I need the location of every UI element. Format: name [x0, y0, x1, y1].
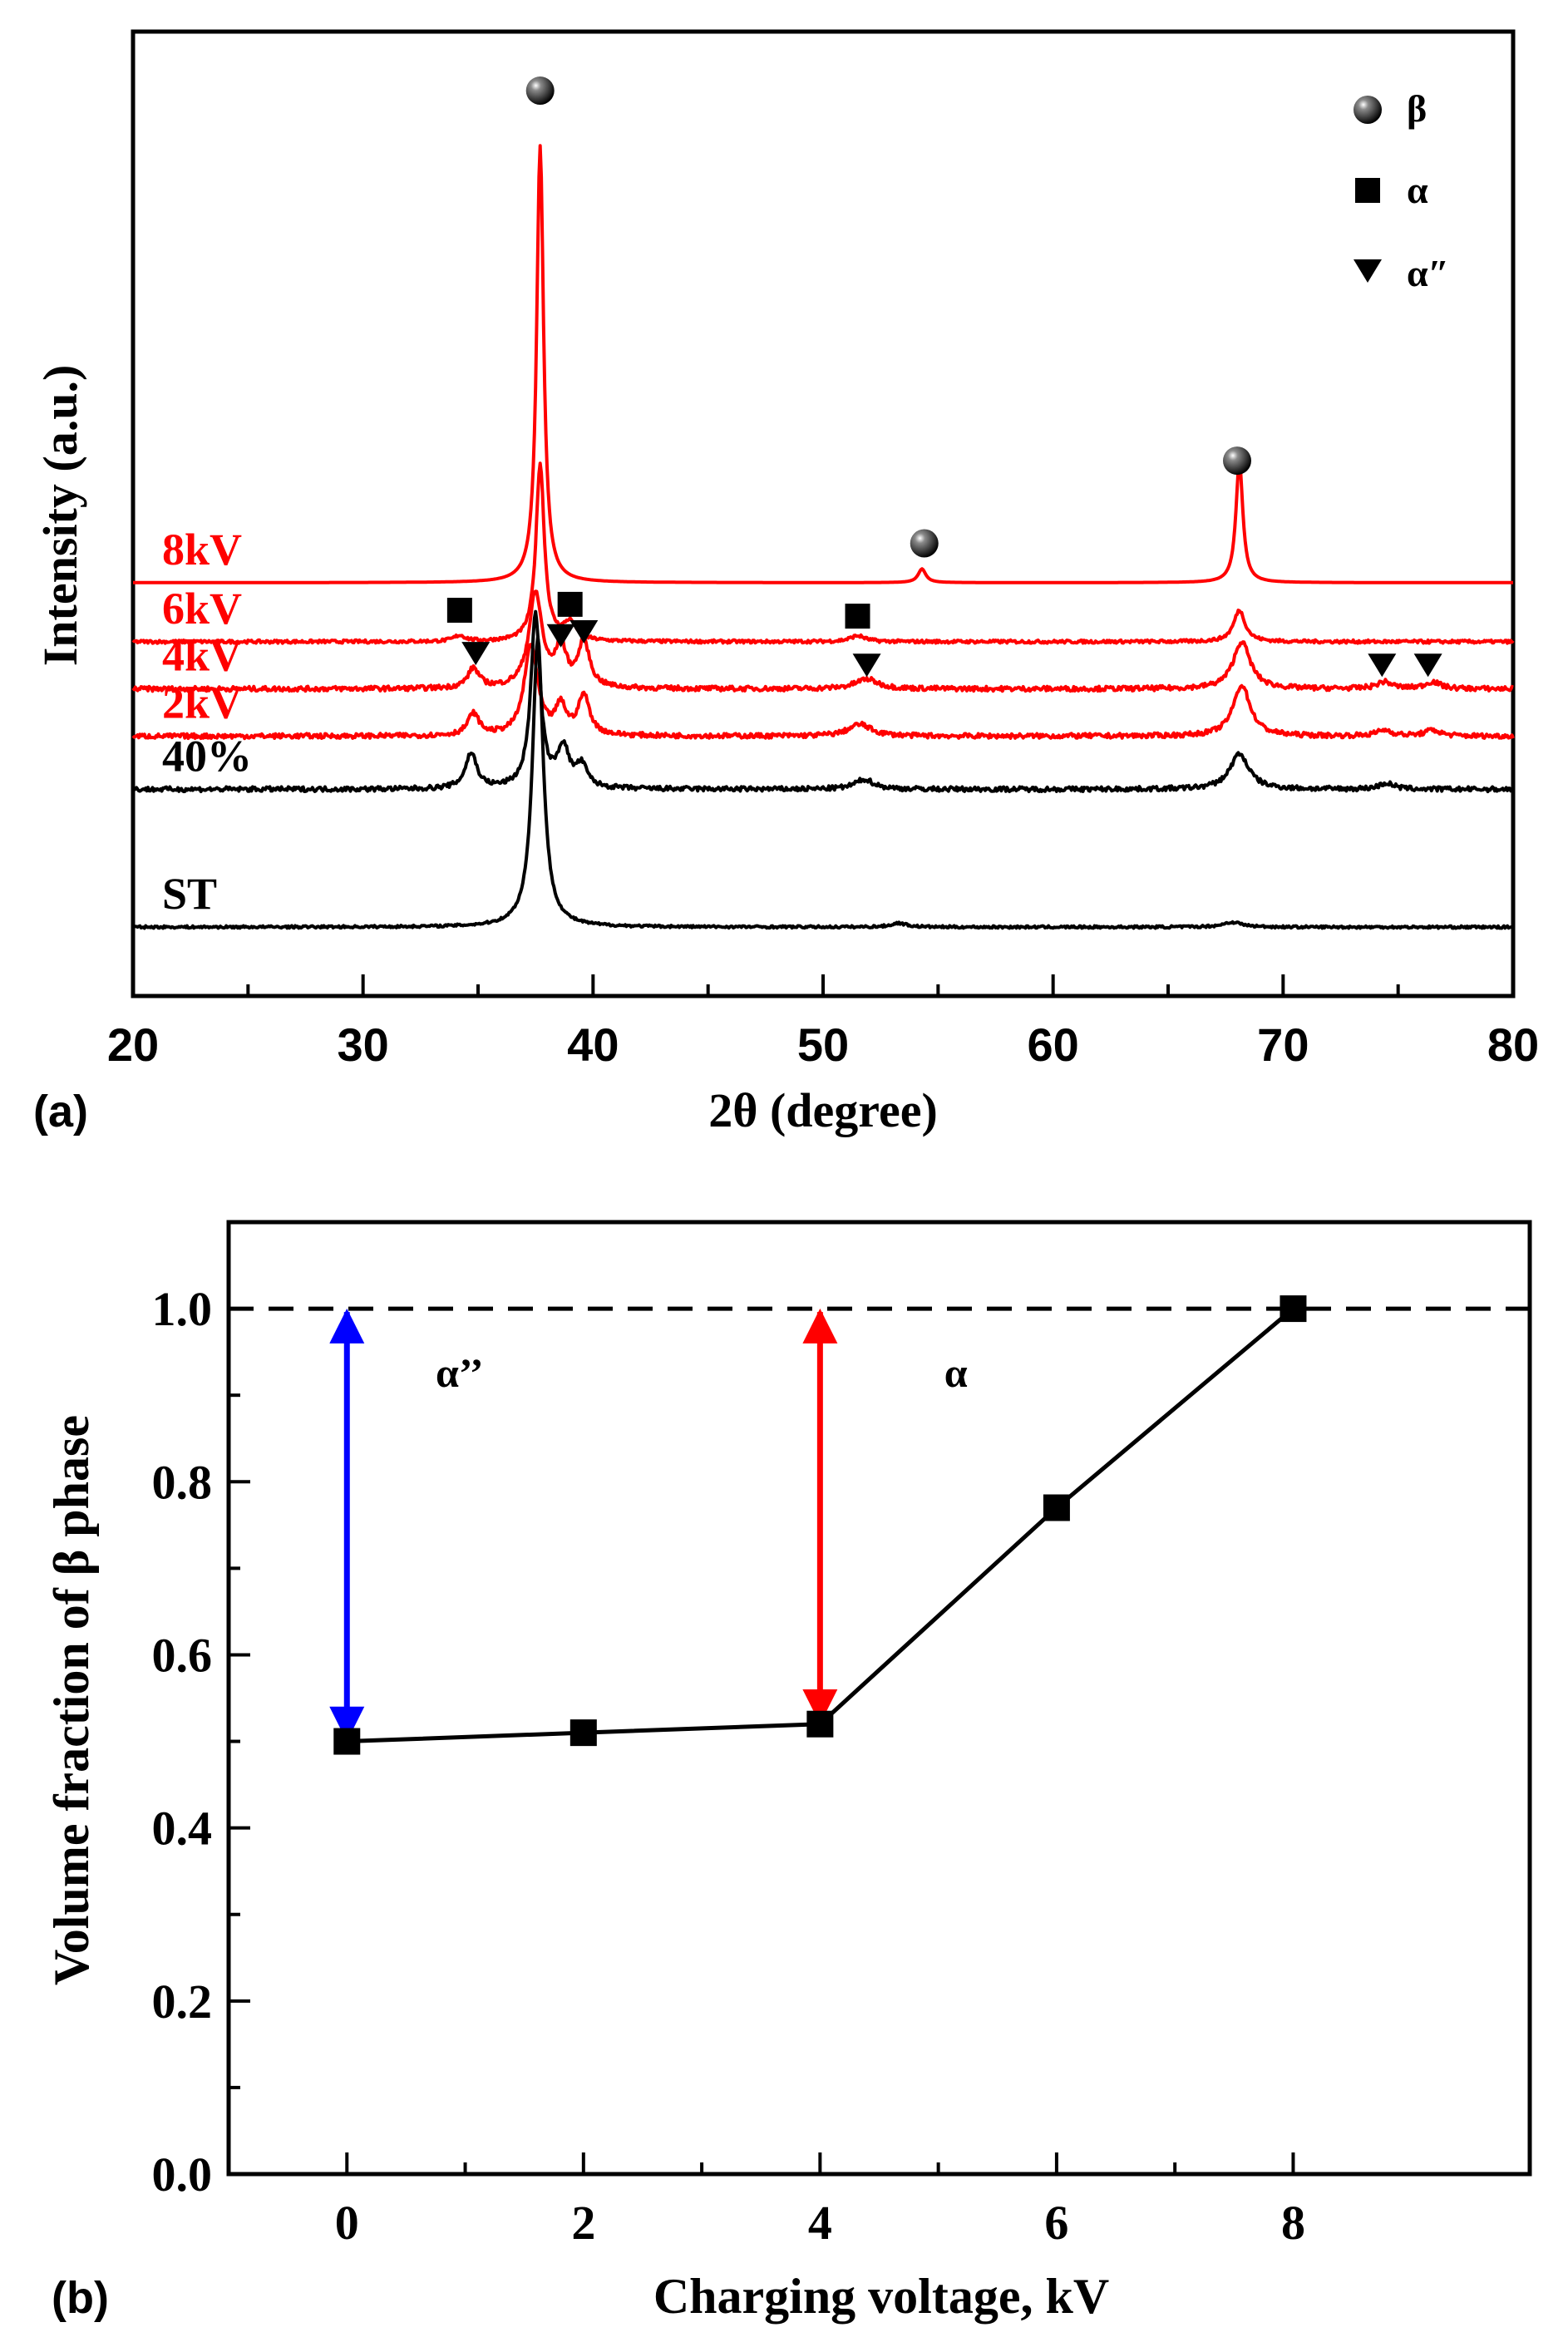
panel-b-data-point-8kv [1280, 1295, 1307, 1323]
xrd-series-2kv [131, 643, 1515, 741]
peak-marker-4kv-triangle-3 [852, 653, 881, 678]
panel-b-plot-frame [226, 1220, 1532, 2177]
panel-a-x-axis-label: 2θ (degree) [708, 1083, 938, 1137]
series-label-st: ST [162, 869, 217, 919]
panel-b-x-tick-label-4: 4 [808, 2196, 832, 2250]
panel-b-y-axis-label: Volume fraction of β phase [44, 1415, 99, 1985]
panel-a-x-tick-label-30: 30 [338, 1018, 389, 1071]
panel-a-x-tick-label-40: 40 [567, 1018, 619, 1071]
panel-a-x-tick-labels: 20 30 40 50 60 70 80 [107, 1018, 1539, 1071]
panel-a-x-ticks [131, 974, 1515, 996]
panel-a-x-tick-label-70: 70 [1257, 1018, 1309, 1071]
series-label-40: 40% [162, 731, 252, 781]
panel-a-plot-frame [131, 29, 1516, 998]
panel-a-y-axis-label: Intensity (a.u.) [33, 365, 87, 667]
panel-b-alpha-annotation: α [944, 1349, 968, 1396]
panel-a-legend: β α α″ [1354, 87, 1449, 294]
legend-alpha-double-prime-triangle-icon [1354, 259, 1382, 283]
panel-b-ticks [229, 1307, 1295, 2176]
series-label-8kv: 8kV [162, 525, 242, 574]
panel-a-x-tick-label-60: 60 [1028, 1018, 1079, 1071]
panel-a-peak-markers [446, 76, 1442, 678]
peak-marker-8kv-circle-2 [1223, 446, 1251, 476]
peak-marker-8kv-circle-0 [525, 76, 555, 106]
series-label-6kv: 6kV [162, 584, 242, 634]
panel-b-x-tick-label-0: 0 [335, 2196, 359, 2250]
peak-marker-4kv-triangle-2 [570, 620, 599, 644]
legend-beta-label: β [1407, 87, 1427, 130]
panel-b-y-tick-label-0-4: 0.4 [152, 1802, 213, 1856]
panel-a-x-tick-label-80: 80 [1487, 1018, 1539, 1071]
legend-alpha-label: α [1407, 169, 1428, 211]
panel-a-x-tick-label-20: 20 [107, 1018, 159, 1071]
panel-b-x-tick-label-8: 8 [1281, 2196, 1305, 2250]
panel-b-data-point-2kv [570, 1719, 597, 1747]
panel-b-y-tick-label-1-0: 1.0 [152, 1282, 213, 1336]
panel-b-data-point-6kv [1043, 1494, 1070, 1521]
xrd-series-st [132, 635, 1514, 930]
panel-a-x-tick-label-50: 50 [797, 1018, 849, 1071]
xrd-series-6kv [131, 461, 1515, 645]
panel-b-x-tick-label-2: 2 [571, 2196, 595, 2250]
legend-beta-circle-icon [1354, 96, 1382, 124]
series-label-2kv: 2kV [162, 678, 242, 728]
panel-b-x-axis-label: Charging voltage, kV [653, 2269, 1109, 2324]
panel-b-data-points [333, 1295, 1307, 1755]
legend-alpha-square-icon [1355, 178, 1380, 203]
panel-b-data-point-0kv [333, 1728, 361, 1755]
legend-alpha-double-prime-label: α″ [1407, 252, 1449, 294]
peak-marker-4kv-triangle-4 [1368, 653, 1397, 678]
xrd-series-8kv [132, 144, 1514, 584]
panel-b-y-tick-label-0-2: 0.2 [152, 1975, 213, 2029]
peak-marker-4kv-triangle-5 [1413, 653, 1442, 678]
series-label-4kv: 4kV [162, 631, 242, 681]
xrd-series-4kv [131, 589, 1514, 693]
panel-b-y-tick-labels: 0.0 0.2 0.4 0.6 0.8 1.0 [152, 1282, 213, 2202]
panel-b-x-tick-labels: 0 2 4 6 8 [335, 2196, 1305, 2250]
panel-b-volume-fraction-chart: 0 2 4 6 8 0.0 0.2 0.4 0.6 0.8 1.0 α’’ α Charging … [44, 1220, 1532, 2324]
panel-b-y-tick-label-0-0: 0.0 [152, 2147, 213, 2202]
peak-marker-4kv-triangle-1 [546, 624, 575, 648]
xrd-series-40 [131, 609, 1514, 794]
peak-marker-6kv-square-1 [557, 591, 583, 617]
panel-b-data-point-4kv [806, 1710, 834, 1738]
peak-marker-6kv-square-2 [845, 604, 870, 629]
peak-marker-6kv-square-0 [446, 598, 472, 623]
panel-b-y-tick-label-0-6: 0.6 [152, 1628, 213, 1682]
panel-b-x-tick-label-6: 6 [1044, 2196, 1068, 2250]
peak-marker-4kv-triangle-0 [461, 642, 491, 666]
peak-marker-8kv-circle-1 [910, 529, 939, 558]
panel-b-y-tick-label-0-8: 0.8 [152, 1455, 213, 1509]
panel-a-label: (a) [33, 1087, 88, 1137]
panel-a-series [131, 144, 1515, 930]
panel-b-alpha-double-prime-annotation: α’’ [436, 1349, 484, 1396]
panel-b-label: (b) [52, 2273, 109, 2323]
